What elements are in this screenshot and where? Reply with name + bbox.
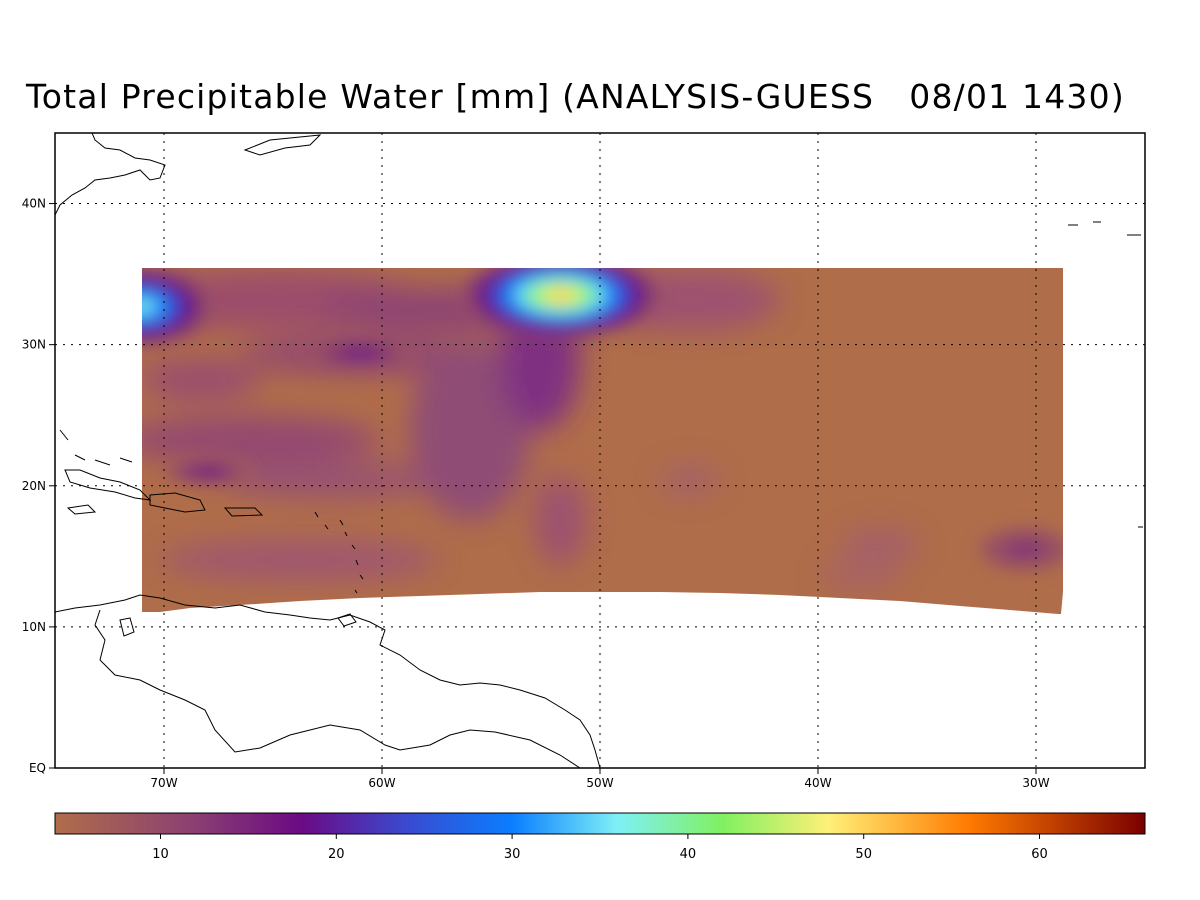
feature-north-central — [462, 268, 659, 338]
hispaniola-coast — [149, 492, 206, 513]
lesser-antilles — [314, 511, 364, 594]
coastlines — [55, 133, 1143, 768]
lat-tick-label: EQ — [29, 761, 46, 775]
lat-tick-label: 20N — [22, 479, 46, 493]
nova-scotia — [243, 134, 322, 156]
colorbar-tick-label: 30 — [504, 847, 521, 862]
feature-contour — [1020, 547, 1030, 552]
puerto-rico — [223, 507, 264, 517]
lat-tick-label: 10N — [22, 620, 46, 634]
precipitable-water-field — [142, 268, 1063, 614]
colorbar-tick-label: 60 — [1031, 847, 1048, 862]
feature-contour — [203, 470, 212, 473]
feature-nw-corner — [142, 268, 212, 347]
lake-maracaibo — [119, 617, 135, 637]
north-america-coast — [55, 133, 166, 216]
south-america-coast — [55, 594, 601, 768]
cuba-coast — [64, 469, 152, 501]
jamaica — [66, 504, 97, 515]
lat-tick-label: 30N — [22, 338, 46, 352]
colorbar: 10 20 30 40 50 60 — [54, 812, 1146, 862]
feature-west-band — [164, 458, 252, 485]
map-title: Total Precipitable Water [mm] (ANALYSIS-… — [26, 77, 1125, 116]
colorbar-tick-label: 10 — [152, 847, 169, 862]
feature-east-spot — [977, 526, 1063, 572]
lat-tick-label: 40N — [22, 197, 46, 211]
trinidad — [337, 613, 357, 627]
feature-contour — [550, 291, 571, 300]
lon-tick-label: 50W — [586, 776, 613, 790]
lon-tick-label: 70W — [150, 776, 177, 790]
colorbar-tick-label: 20 — [328, 847, 345, 862]
gridlines — [55, 133, 1145, 768]
feature-central-band — [305, 340, 415, 366]
bahamas — [59, 429, 133, 466]
azores — [1068, 221, 1141, 236]
field-streaks — [142, 270, 920, 587]
colorbar-tick-label: 50 — [855, 847, 872, 862]
lon-tick-label: 30W — [1022, 776, 1049, 790]
axis-ticks: 70W 60W 50W 40W 30W EQ 10N 20N 30N 40N — [22, 197, 1050, 790]
colorbar-gradient — [54, 812, 1146, 835]
colorbar-ticks: 10 20 30 40 50 60 — [152, 834, 1048, 862]
colorbar-tick-label: 40 — [680, 847, 697, 862]
lon-tick-label: 60W — [368, 776, 395, 790]
feature-contour — [142, 302, 150, 311]
south-america-inland — [94, 609, 581, 768]
lon-tick-label: 40W — [804, 776, 831, 790]
feature-contour — [354, 351, 366, 355]
